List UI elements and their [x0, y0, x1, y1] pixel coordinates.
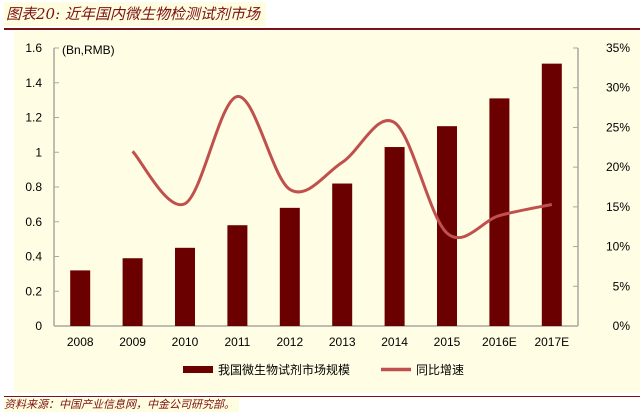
right-tick-label: 10% — [606, 240, 630, 254]
left-tick-label: 1.4 — [25, 76, 42, 90]
bar — [175, 247, 195, 326]
footer-divider — [4, 396, 640, 397]
x-tick-label: 2008 — [67, 335, 94, 349]
right-tick-label: 0% — [613, 319, 631, 333]
legend-label-bar: 我国微生物试剂市场规模 — [218, 362, 350, 377]
right-tick-label: 25% — [606, 120, 630, 134]
bar — [70, 270, 91, 326]
left-tick-label: 0.4 — [25, 250, 42, 264]
x-tick-label: 2015 — [434, 335, 461, 349]
unit-label: (Bn,RMB) — [62, 43, 115, 57]
bar — [541, 63, 562, 326]
left-tick-label: 1.6 — [25, 41, 42, 55]
bar — [384, 147, 405, 326]
bar — [437, 126, 457, 326]
chart-background — [14, 31, 640, 393]
bar — [122, 258, 143, 326]
legend-label-line: 同比增速 — [416, 363, 464, 377]
right-tick-label: 15% — [606, 200, 630, 214]
right-tick-label: 5% — [613, 279, 631, 293]
bar — [279, 207, 300, 326]
source-note: 资料来源：中国产业信息网，中金公司研究部。 — [4, 398, 239, 412]
left-tick-label: 0 — [35, 319, 42, 333]
left-tick-label: 0.2 — [25, 284, 42, 298]
x-tick-label: 2012 — [276, 335, 303, 349]
bar — [489, 98, 510, 326]
left-tick-label: 0.6 — [25, 215, 42, 229]
right-tick-label: 30% — [606, 81, 630, 95]
title-divider — [4, 28, 640, 30]
left-tick-label: 1.2 — [25, 111, 42, 125]
growth-line — [131, 94, 553, 240]
right-tick-label: 20% — [606, 160, 630, 174]
legend-swatch-bar — [183, 366, 213, 373]
chart-title: 图表20: 近年国内微生物检测试剂市场 — [4, 2, 266, 26]
left-tick-label: 0.8 — [25, 180, 42, 194]
bar — [227, 225, 248, 326]
x-tick-label: 2009 — [119, 335, 146, 349]
x-tick-label: 2010 — [172, 335, 199, 349]
x-tick-label: 2013 — [329, 335, 356, 349]
bar — [332, 183, 353, 326]
x-tick-label: 2014 — [381, 335, 408, 349]
x-tick-label: 2017E — [534, 335, 569, 349]
x-tick-label: 2016E — [482, 335, 517, 349]
right-tick-label: 35% — [606, 41, 630, 55]
left-tick-label: 1 — [35, 145, 42, 159]
x-tick-label: 2011 — [224, 335, 250, 349]
